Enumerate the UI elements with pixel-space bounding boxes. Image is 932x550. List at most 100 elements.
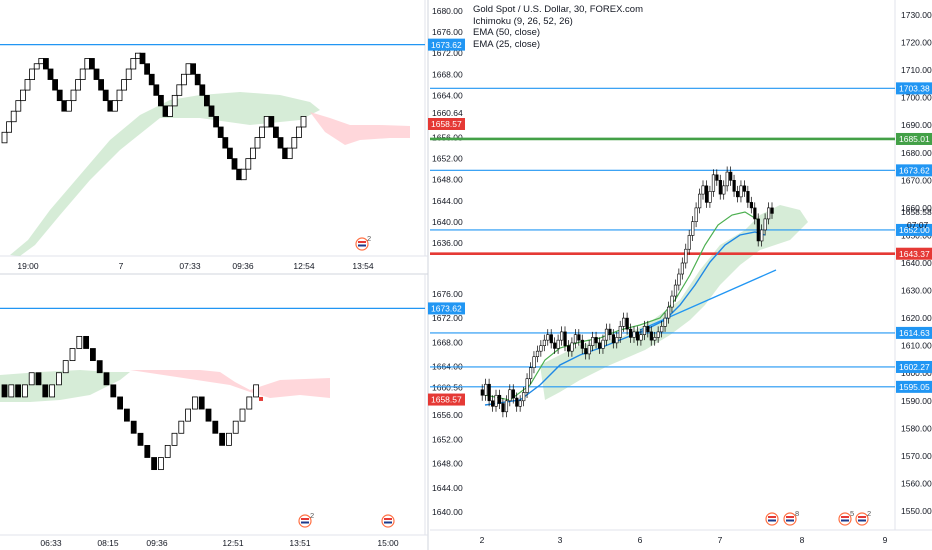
last-price-badge[interactable]: 1658.57 bbox=[431, 395, 462, 405]
us-flag-event-icon-stripe-1 bbox=[841, 516, 849, 518]
candle bbox=[254, 137, 261, 149]
candle bbox=[618, 326, 622, 338]
price-level-badge[interactable]: 1703.38 bbox=[899, 84, 930, 94]
candle bbox=[117, 396, 123, 410]
candle bbox=[83, 335, 89, 349]
indicator-ema50-label[interactable]: EMA (50, close) bbox=[473, 27, 541, 38]
price-level-badge[interactable]: 1643.37 bbox=[899, 249, 930, 259]
h-line-price-badge[interactable]: 1673.62 bbox=[431, 304, 462, 314]
price-level-badge[interactable]: 1595.05 bbox=[899, 382, 930, 392]
candle bbox=[601, 339, 605, 349]
us-flag-event-icon-count: 2 bbox=[867, 509, 871, 518]
last-price-label[interactable]: 1658.58 bbox=[901, 207, 932, 217]
us-flag-event-icon[interactable] bbox=[765, 512, 779, 526]
price-axis-label: 1730.00 bbox=[901, 10, 932, 20]
candle bbox=[19, 89, 26, 102]
price-axis-label: 1672.00 bbox=[432, 313, 463, 323]
candle bbox=[739, 185, 743, 198]
price-axis-label: 1656.00 bbox=[432, 133, 463, 143]
candle bbox=[125, 68, 132, 80]
price-level-badge[interactable]: 1602.27 bbox=[899, 362, 930, 372]
ichimoku-cloud-bearish bbox=[310, 112, 410, 145]
candle bbox=[222, 137, 229, 149]
price-axis-label: 1664.00 bbox=[432, 90, 463, 100]
price-axis-label: 1680.00 bbox=[432, 6, 463, 16]
candle bbox=[497, 394, 502, 404]
candle bbox=[93, 68, 100, 80]
price-level-badge-bg bbox=[896, 247, 932, 260]
trend-line[interactable] bbox=[639, 269, 777, 331]
ema-25-line bbox=[484, 211, 759, 401]
candle bbox=[213, 116, 220, 128]
time-axis-label: 9 bbox=[883, 535, 888, 545]
candle bbox=[577, 334, 581, 341]
last-price-badge-bg bbox=[428, 117, 465, 130]
price-axis-label: 1680.00 bbox=[901, 148, 932, 158]
candle bbox=[164, 444, 171, 458]
candle bbox=[180, 73, 187, 86]
candle bbox=[677, 273, 681, 286]
time-axis-label: 8 bbox=[800, 535, 805, 545]
time-axis-label: 7 bbox=[718, 535, 723, 545]
candle bbox=[742, 185, 747, 192]
candle bbox=[8, 384, 15, 398]
candle bbox=[89, 58, 95, 70]
time-axis-label: 15:00 bbox=[377, 538, 399, 548]
candle bbox=[66, 100, 72, 112]
candle bbox=[563, 331, 567, 346]
candle bbox=[139, 52, 146, 65]
candle bbox=[673, 284, 678, 297]
candle bbox=[190, 63, 197, 75]
price-axis-label: 1660.00 bbox=[901, 203, 932, 213]
candle bbox=[28, 372, 35, 386]
indicator-ichimoku-label[interactable]: Ichimoku (9, 26, 52, 26) bbox=[473, 15, 573, 27]
last-price-badge-bg bbox=[428, 393, 465, 406]
candle bbox=[566, 345, 571, 352]
candle bbox=[535, 350, 540, 357]
candle bbox=[749, 202, 753, 209]
last-price-badge[interactable]: 1658.57 bbox=[431, 119, 462, 129]
candle bbox=[102, 89, 109, 102]
candle bbox=[608, 328, 612, 335]
price-axis-label: 1610.00 bbox=[901, 341, 932, 351]
symbol-title[interactable]: Gold Spot / U.S. Dollar, 30, FOREX.com bbox=[473, 4, 644, 15]
candle bbox=[491, 400, 495, 407]
candle bbox=[185, 408, 192, 422]
candle bbox=[79, 68, 86, 80]
candle bbox=[245, 158, 252, 170]
h-line-price-badge[interactable]: 1673.62 bbox=[431, 40, 462, 50]
us-flag-event-icon-count: 5 bbox=[850, 509, 854, 518]
price-level-badge[interactable]: 1685.01 bbox=[899, 134, 930, 144]
candle bbox=[635, 331, 640, 341]
candle bbox=[629, 328, 633, 338]
candle bbox=[528, 367, 533, 380]
time-axis-label: 07:33 bbox=[179, 261, 201, 271]
price-axis-label: 1676.00 bbox=[432, 289, 463, 299]
candle bbox=[116, 89, 123, 102]
candle bbox=[272, 126, 279, 138]
candle bbox=[770, 207, 774, 214]
us-flag-event-icon-stripe-1 bbox=[384, 518, 392, 520]
price-axis-label: 1672.00 bbox=[432, 48, 463, 58]
candle bbox=[167, 105, 174, 117]
candle bbox=[494, 394, 498, 407]
us-flag-event-icon-stripe-1 bbox=[358, 241, 366, 243]
candle bbox=[6, 121, 12, 133]
candle bbox=[56, 89, 63, 102]
price-level-badge[interactable]: 1614.63 bbox=[899, 328, 930, 338]
indicator-ema25-label[interactable]: EMA (25, close) bbox=[473, 38, 541, 50]
candle bbox=[205, 408, 212, 422]
candle bbox=[153, 84, 160, 96]
price-level-badge[interactable]: 1673.62 bbox=[899, 166, 930, 176]
price-level-badge[interactable]: 1652.00 bbox=[899, 225, 930, 235]
candle bbox=[570, 342, 574, 352]
candle bbox=[694, 207, 698, 222]
price-axis-label: 1600.00 bbox=[901, 368, 932, 378]
us-flag-event-icon[interactable] bbox=[381, 514, 395, 528]
price-axis-label: 1640.00 bbox=[432, 217, 463, 227]
price-axis-label: 1668.00 bbox=[432, 69, 463, 79]
price-axis-label: 1636.00 bbox=[432, 238, 463, 248]
candle bbox=[121, 79, 127, 91]
